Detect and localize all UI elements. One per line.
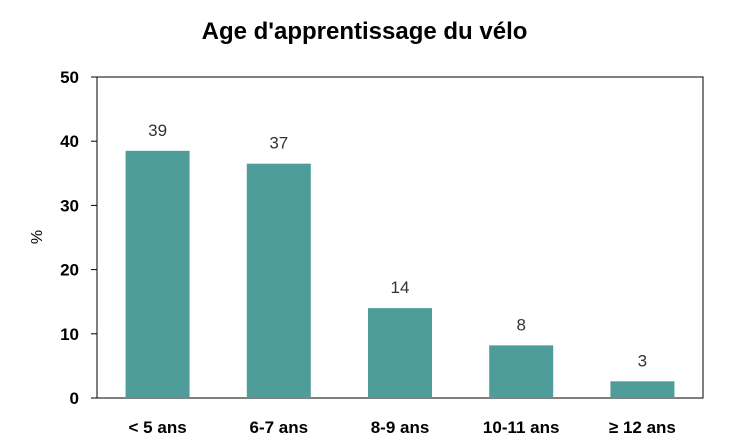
- x-tick-label: 10-11 ans: [483, 418, 560, 437]
- y-tick-label: 30: [60, 196, 79, 215]
- x-tick-label: 6-7 ans: [250, 418, 309, 437]
- data-label: 14: [391, 278, 410, 297]
- chart-title: Age d'apprentissage du vélo: [201, 18, 528, 45]
- data-labels: 39 37 14 8 3: [148, 121, 647, 370]
- bar: [610, 381, 675, 398]
- y-tick-label: 10: [60, 325, 79, 344]
- data-label: 8: [516, 315, 525, 334]
- x-tick-label: 8-9 ans: [371, 418, 430, 437]
- bar: [125, 150, 190, 398]
- bars: [125, 150, 675, 398]
- y-tick-label: 50: [60, 68, 79, 87]
- bar: [246, 163, 311, 398]
- x-tick-label: < 5 ans: [129, 418, 187, 437]
- x-tick-label: ≥ 12 ans: [609, 418, 676, 437]
- bar: [368, 308, 432, 398]
- data-label: 3: [638, 351, 647, 370]
- y-tick-label: 20: [60, 261, 79, 280]
- data-label: 39: [148, 121, 167, 140]
- y-ticks: 0 10 20 30 40 50: [60, 68, 97, 408]
- y-tick-label: 40: [60, 132, 79, 151]
- x-ticks: < 5 ans 6-7 ans 8-9 ans 10-11 ans ≥ 12 ans: [129, 418, 676, 437]
- bar: [489, 345, 554, 398]
- y-tick-label: 0: [70, 389, 79, 408]
- data-label: 37: [269, 134, 288, 153]
